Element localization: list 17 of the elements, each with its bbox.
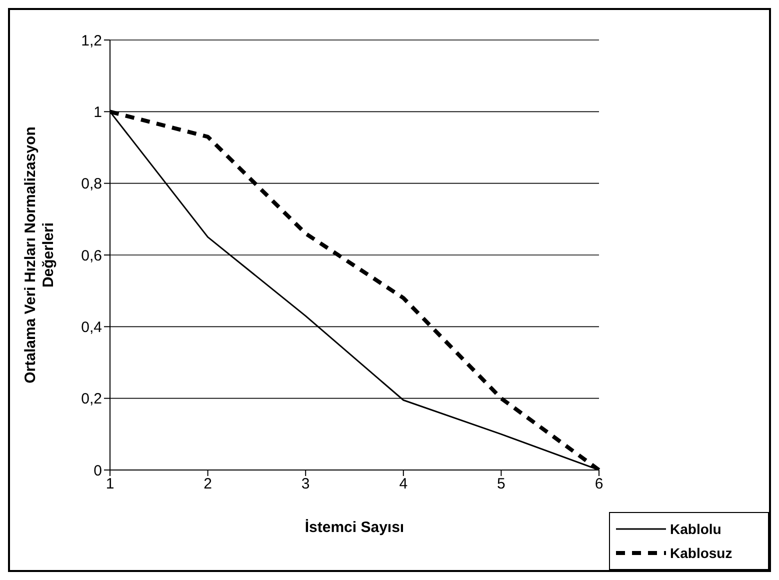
y-tick-label: 1,2 [81, 32, 102, 50]
y-tick-label: 0,4 [81, 318, 102, 336]
y-tick-label: 0,6 [81, 247, 102, 264]
y-tick-label: 1 [94, 104, 102, 121]
x-tick-label: 2 [204, 476, 212, 493]
x-axis-title: İstemci Sayısı [304, 519, 404, 536]
x-tick-label: 4 [399, 476, 408, 493]
legend-label: Kablolu [670, 521, 722, 537]
x-tick-label: 6 [594, 476, 604, 493]
x-tick-label: 1 [106, 476, 114, 493]
y-axis-title: Ortalama Veri Hızları Normalizasyon Değerleri [22, 126, 57, 384]
y-tick-label: 0,2 [81, 390, 102, 408]
x-tick-label: 3 [301, 476, 310, 493]
y-tick-label: 0 [94, 462, 102, 480]
legend-label: Kablosuz [670, 545, 732, 561]
y-tick-label: 0,8 [81, 176, 102, 193]
x-tick-label: 5 [497, 476, 506, 493]
